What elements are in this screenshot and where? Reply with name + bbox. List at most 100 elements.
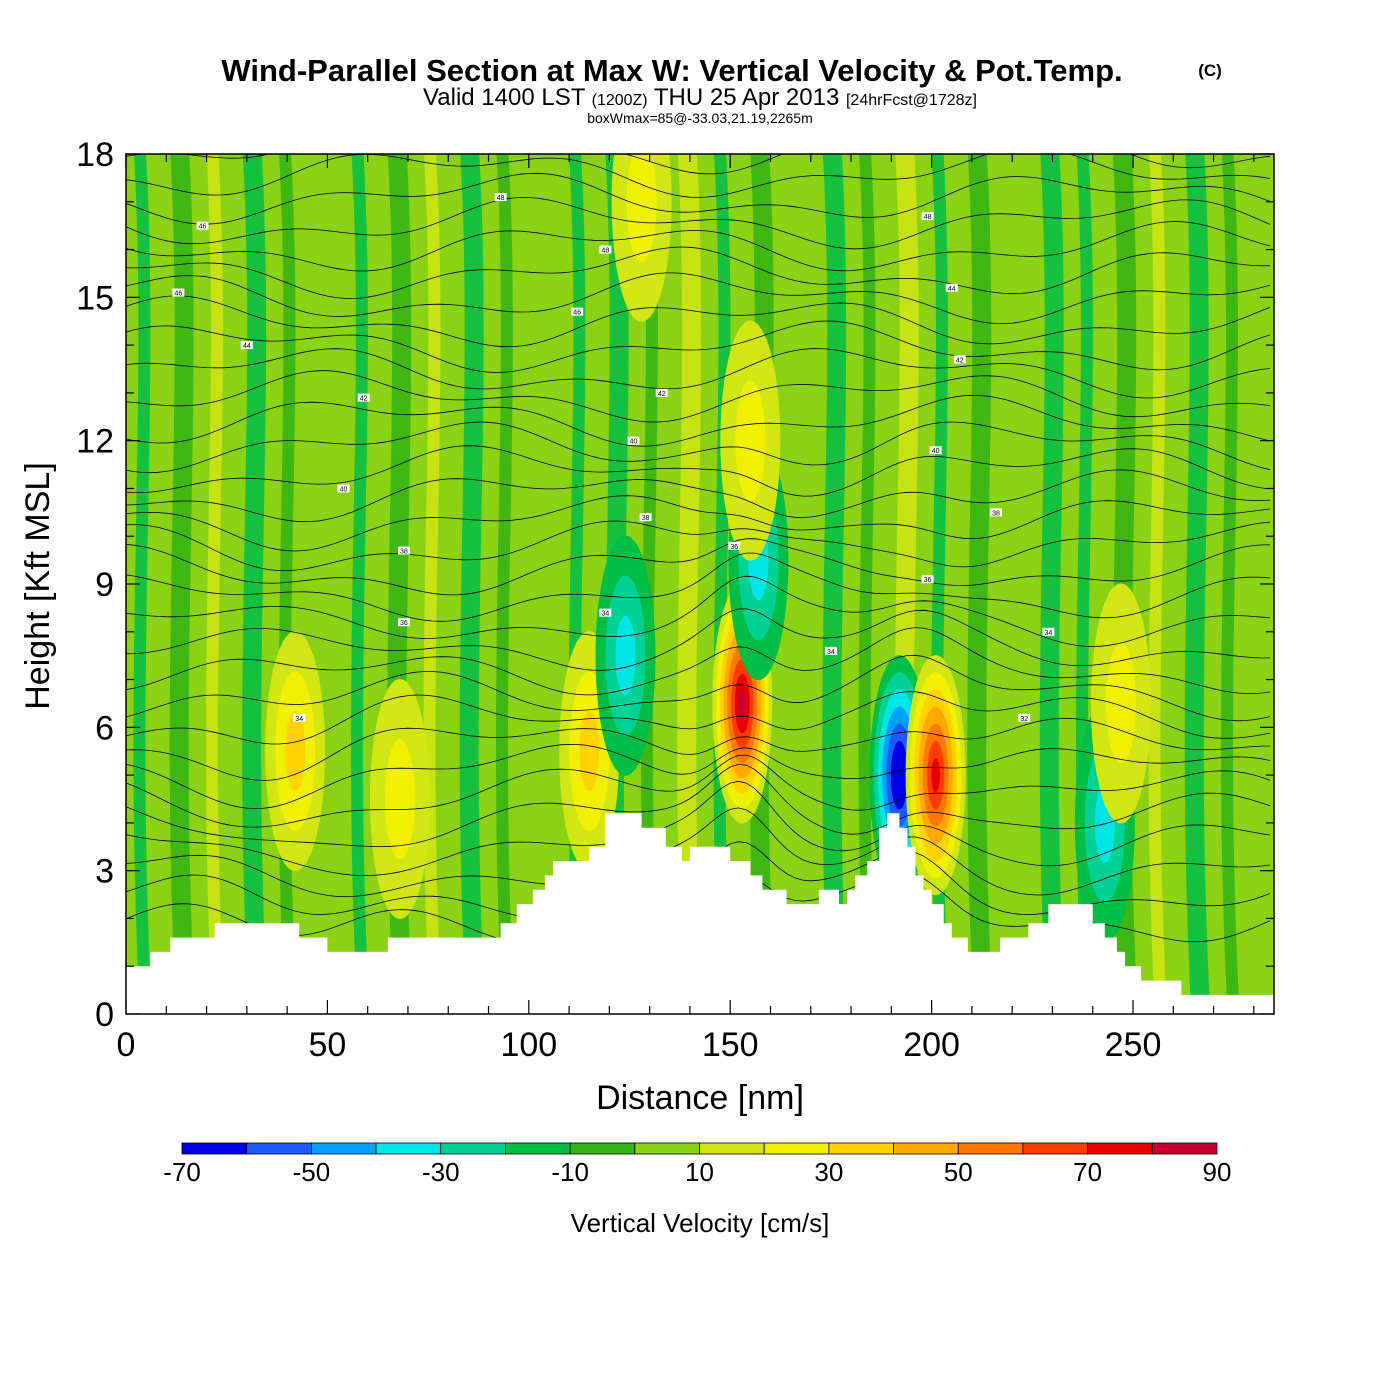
colorbar-tick-label: -30 xyxy=(422,1157,460,1187)
valid-time-line: Valid 1400 LST (1200Z) THU 25 Apr 2013 [… xyxy=(423,84,977,111)
y-tick-label: 3 xyxy=(95,853,114,891)
theta-contour xyxy=(126,627,1271,696)
x-tick-label: 250 xyxy=(1105,1026,1162,1064)
theta-label-box xyxy=(824,646,837,655)
velocity-core xyxy=(285,711,306,792)
theta-label: 40 xyxy=(340,486,348,493)
theta-contour xyxy=(126,154,1271,175)
velocity-streak xyxy=(785,154,805,1014)
theta-label-box xyxy=(240,341,253,350)
valid-date: THU 25 Apr 2013 xyxy=(654,84,839,111)
theta-label: 42 xyxy=(360,396,368,403)
theta-label-box xyxy=(1018,713,1031,722)
velocity-core xyxy=(626,154,657,262)
theta-label: 42 xyxy=(956,357,964,364)
velocity-streak xyxy=(205,154,225,1014)
theta-label-box xyxy=(929,446,942,455)
velocity-core xyxy=(931,757,940,793)
colorbar-tick-label: 30 xyxy=(814,1157,843,1187)
chart-title: Wind-Parallel Section at Max W: Vertical… xyxy=(221,53,1122,88)
y-tick-label: 9 xyxy=(95,566,114,604)
theta-label-box xyxy=(397,546,410,555)
theta-contour xyxy=(126,154,1271,198)
theta-label-box xyxy=(945,283,958,292)
x-tick-label: 0 xyxy=(117,1026,136,1064)
velocity-streak xyxy=(495,154,515,1014)
colorbar-segment xyxy=(893,1142,959,1155)
velocity-streak xyxy=(532,154,558,1014)
colorbar-segment xyxy=(1151,1142,1218,1155)
valid-prefix: Valid 1400 LST xyxy=(423,84,586,111)
vertical-velocity-cores xyxy=(265,154,1151,943)
theta-contour xyxy=(126,320,1271,373)
theta-contour xyxy=(126,370,1271,423)
theta-label: 34 xyxy=(1045,630,1053,637)
velocity-core xyxy=(738,688,747,719)
theta-contour xyxy=(126,495,1271,552)
theta-label: 38 xyxy=(400,549,408,556)
colorbar-segment xyxy=(699,1142,765,1155)
potential-temperature-contours xyxy=(126,154,1271,945)
theta-label-box xyxy=(655,388,668,397)
colorbar-tick-label: 10 xyxy=(685,1157,714,1187)
boxwmax-label: boxWmax=85@-33.03,21.19,2265m xyxy=(587,110,813,126)
y-axis-label: Height [Kft MSL] xyxy=(19,462,57,710)
colorbar-segment xyxy=(957,1142,1024,1155)
theta-label: 34 xyxy=(601,611,609,618)
x-tick-label: 200 xyxy=(903,1026,960,1064)
theta-contour xyxy=(126,654,1271,722)
velocity-core xyxy=(735,380,766,501)
colorbar-tick-label: 90 xyxy=(1203,1157,1232,1187)
theta-label: 36 xyxy=(730,544,738,551)
theta-label-box xyxy=(293,713,306,722)
theta-label: 38 xyxy=(642,515,650,522)
colorbar-segment xyxy=(505,1142,571,1155)
x-axis-label: Distance [nm] xyxy=(596,1079,804,1117)
colorbar-segment xyxy=(181,1142,248,1155)
colorbar-segment xyxy=(440,1142,506,1155)
theta-label-box xyxy=(599,608,612,617)
colorbar-tick-label: -70 xyxy=(163,1157,201,1187)
theta-label: 36 xyxy=(400,620,408,627)
theta-label-box xyxy=(728,541,741,550)
theta-contour xyxy=(126,575,1271,647)
theta-contour xyxy=(126,348,1271,399)
theta-label: 40 xyxy=(932,448,940,455)
theta-label-box xyxy=(494,193,507,201)
theta-contour xyxy=(126,469,1271,523)
velocity-streak xyxy=(242,154,268,1014)
theta-label-box xyxy=(599,245,612,254)
y-tick-label: 12 xyxy=(76,423,114,461)
theta-label: 46 xyxy=(199,224,207,231)
theta-contour xyxy=(126,172,1271,225)
theta-contour xyxy=(126,197,1271,250)
velocity-core xyxy=(579,711,600,792)
colorbar-segment xyxy=(569,1142,636,1155)
theta-contour xyxy=(126,717,1271,781)
theta-contour xyxy=(126,743,1271,810)
velocity-core xyxy=(895,757,904,793)
velocity-streak xyxy=(1184,154,1211,1014)
x-axis: 0 50 100 150 200 250 xyxy=(117,154,1255,1064)
theta-contour xyxy=(126,445,1271,497)
colorbar-segment xyxy=(1022,1142,1089,1155)
theta-label: 40 xyxy=(630,439,638,446)
theta-label: 44 xyxy=(948,286,956,293)
velocity-core xyxy=(384,739,415,859)
theta-contour xyxy=(126,754,1271,828)
theta-label: 48 xyxy=(497,195,505,202)
colorbar-segment xyxy=(634,1142,700,1155)
theta-label: 38 xyxy=(992,510,1000,517)
velocity-streak xyxy=(459,154,486,1014)
theta-contour xyxy=(126,246,1271,299)
theta-contour xyxy=(126,295,1271,348)
theta-label-box xyxy=(639,513,652,522)
velocity-streak xyxy=(858,154,878,1014)
potential-temperature-labels: 46 46 44 42 40 38 36 34 48 48 46 42 40 38 36 34 34 48 44 42… xyxy=(172,193,1055,723)
velocity-streak xyxy=(1221,154,1240,1014)
copyright-mark: (C) xyxy=(1198,61,1222,80)
theta-label-box xyxy=(357,393,370,402)
forecast-label: [24hrFcst@1728z] xyxy=(846,92,977,109)
